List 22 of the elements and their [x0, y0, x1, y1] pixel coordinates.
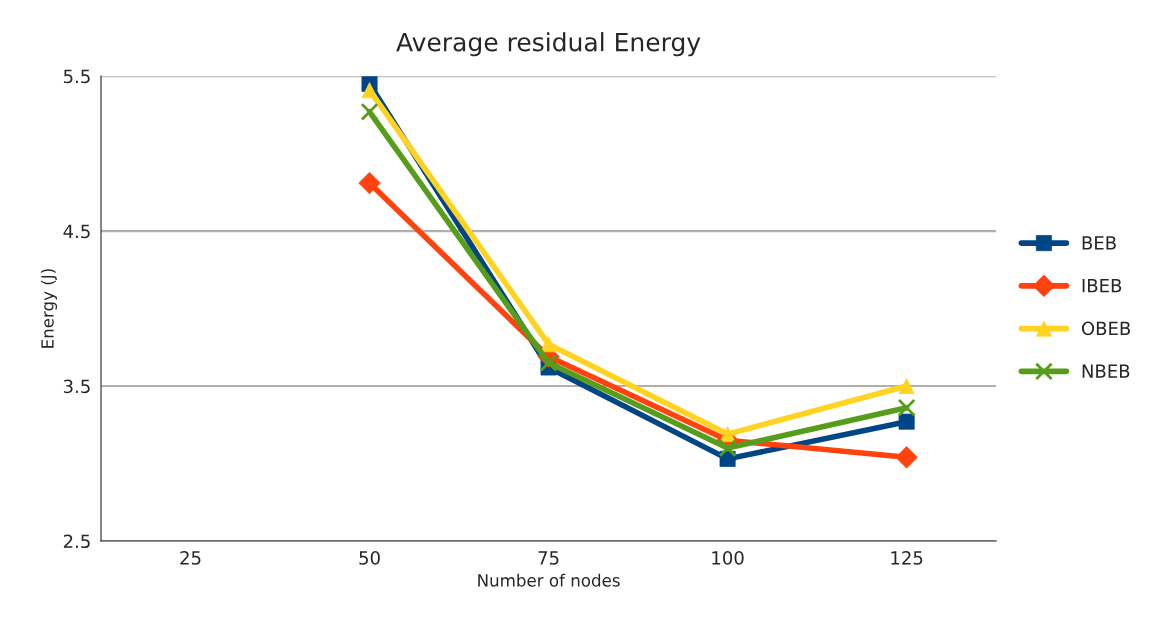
point: [358, 171, 381, 195]
legend-label: IBEB: [1082, 279, 1122, 293]
point: [897, 398, 916, 417]
point: [539, 353, 558, 372]
legend-label: OBEB: [1081, 321, 1131, 336]
y-axis-title: Energy (J): [40, 269, 58, 348]
point: [718, 439, 737, 458]
x-axis-title: Number of nodes: [478, 573, 620, 587]
y-tick-label: 2.5: [63, 534, 90, 549]
x-tick-label: 125: [891, 551, 923, 565]
y-tick-label: 3.5: [63, 379, 90, 394]
chart-title: Average residual Energy: [396, 32, 701, 57]
point: [361, 82, 378, 99]
x-tick-label: 25: [180, 551, 201, 565]
x-tick-label: 75: [538, 551, 559, 565]
y-tick-label: 4.5: [63, 224, 90, 239]
x-tick-label: 50: [359, 551, 380, 565]
legend-label: BEB: [1082, 236, 1116, 250]
y-tick-label: 5.5: [63, 69, 90, 84]
point: [360, 102, 379, 121]
x-tick-label: 100: [712, 551, 744, 565]
legend-label: NBEB: [1082, 364, 1130, 378]
